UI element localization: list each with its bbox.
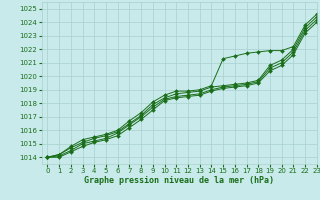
X-axis label: Graphe pression niveau de la mer (hPa): Graphe pression niveau de la mer (hPa) — [84, 176, 274, 185]
